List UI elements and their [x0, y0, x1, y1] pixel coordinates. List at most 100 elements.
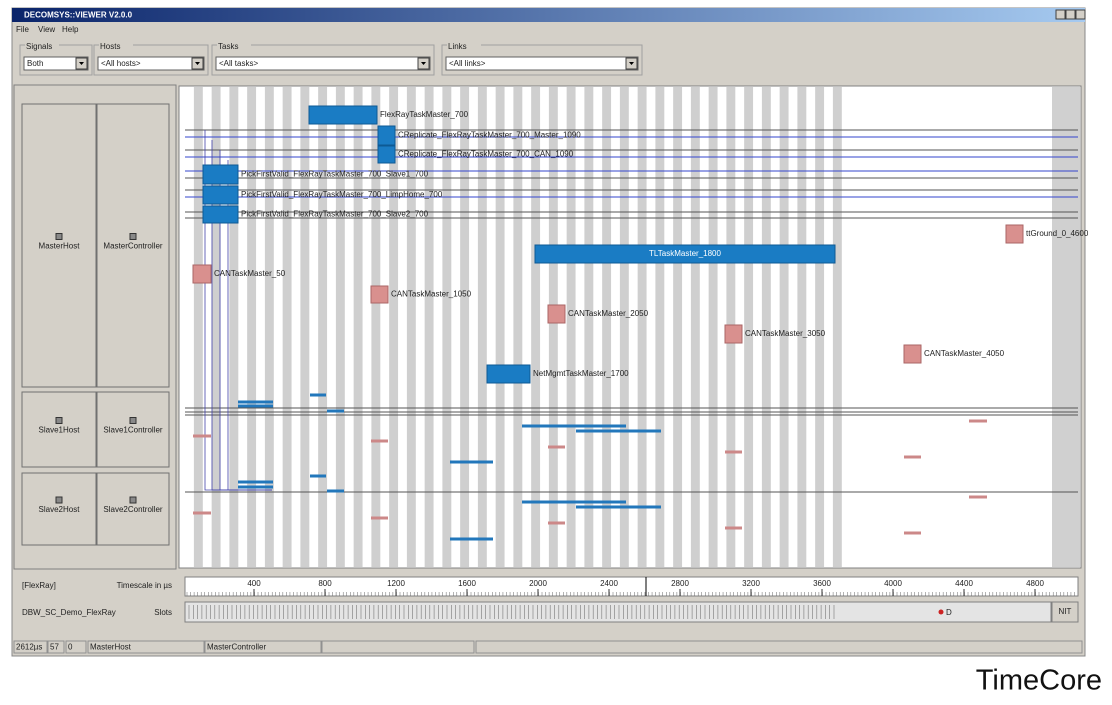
status-cell [13, 640, 48, 654]
activity-dash [548, 445, 565, 449]
task-block[interactable] [377, 145, 396, 164]
host-button[interactable] [21, 391, 97, 468]
task-block[interactable] [724, 324, 743, 344]
task-block[interactable] [903, 344, 922, 364]
window-button[interactable] [1055, 9, 1066, 20]
status-text: MasterController [207, 643, 266, 652]
filter-group [211, 44, 435, 76]
activity-dash [576, 505, 661, 509]
task-block[interactable] [308, 105, 378, 125]
activity-dash [969, 495, 987, 499]
activity-dash [371, 516, 388, 520]
status-cell [321, 640, 475, 654]
ruler-label: 3600 [813, 579, 831, 588]
combo-arrow [195, 62, 200, 65]
activity-dash [969, 419, 987, 423]
time-stripe [460, 87, 470, 567]
ruler-label: 3200 [742, 579, 760, 588]
time-stripe [690, 87, 700, 567]
host-button[interactable] [96, 391, 170, 468]
combo-box[interactable] [215, 56, 431, 71]
filter-label: Links [448, 42, 467, 51]
task-block[interactable] [202, 185, 239, 205]
channel-label: [FlexRay] [22, 581, 56, 590]
combo-value: <All tasks> [219, 59, 258, 68]
host-label: MasterHost [39, 242, 81, 251]
activity-dash [310, 393, 326, 397]
time-stripe [566, 87, 576, 567]
activity-dash [904, 531, 921, 535]
time-stripe [353, 87, 363, 567]
combo-arrow [629, 62, 634, 65]
combo-box[interactable] [23, 56, 89, 71]
host-label: Slave1Controller [103, 426, 162, 435]
window-button[interactable] [1075, 9, 1086, 20]
slot-marker [938, 609, 944, 615]
filter-label-bg [99, 44, 133, 48]
task-block[interactable] [202, 164, 239, 185]
menu-item[interactable]: File [16, 25, 29, 34]
ruler-label: 1600 [458, 579, 476, 588]
task-block[interactable] [486, 364, 531, 384]
time-stripe [424, 87, 434, 567]
task-block[interactable] [202, 205, 239, 224]
window-title: DECOMSYS::VIEWER V2.0.0 [24, 11, 133, 20]
task-block[interactable] [370, 285, 389, 304]
combo-box[interactable] [445, 56, 639, 71]
slots-bar [184, 601, 1052, 623]
ruler-label: 1200 [387, 579, 405, 588]
task-label: CANTaskMaster_2050 [568, 309, 649, 318]
activity-dash [238, 400, 273, 404]
combo-arrow [79, 62, 84, 65]
activity-dash [450, 460, 493, 464]
host-icon [55, 233, 63, 240]
window-button[interactable] [1065, 9, 1076, 20]
host-button[interactable] [21, 103, 97, 388]
status-cell [47, 640, 65, 654]
combo-arrow [421, 62, 426, 65]
time-stripe [513, 87, 523, 567]
activity-dash [522, 424, 626, 428]
slots-label: Slots [154, 608, 172, 617]
title-bar [12, 8, 1085, 22]
task-block[interactable] [1005, 224, 1024, 244]
task-block[interactable] [534, 244, 836, 264]
host-button[interactable] [96, 103, 170, 388]
task-label: PickFirstValid_FlexRayTaskMaster_700_Sla… [241, 210, 429, 219]
time-stripe [442, 87, 452, 567]
task-block[interactable] [377, 125, 396, 146]
combo-box[interactable] [97, 56, 205, 71]
cluster-label: DBW_SC_Demo_FlexRay [22, 608, 116, 617]
activity-dash [238, 480, 273, 484]
status-text: MasterHost [90, 643, 132, 652]
time-stripe [264, 87, 274, 567]
status-cell [87, 640, 205, 654]
menu-item[interactable]: Help [62, 25, 79, 34]
host-button[interactable] [21, 472, 97, 546]
time-stripe [832, 87, 842, 567]
ruler-label: 800 [318, 579, 332, 588]
task-label: PickFirstValid_FlexRayTaskMaster_700_Lim… [241, 190, 443, 199]
time-stripe [602, 87, 612, 567]
time-stripe [531, 87, 541, 567]
menu-item[interactable]: View [38, 25, 55, 34]
host-label: MasterController [103, 242, 162, 251]
task-block[interactable] [547, 304, 566, 324]
time-stripe [708, 87, 718, 567]
nit-label: NIT [1059, 607, 1072, 616]
activity-dash [193, 434, 211, 438]
status-text: 2612µs [16, 643, 42, 652]
activity-dash [310, 474, 326, 478]
time-stripe [761, 87, 771, 567]
filter-label: Signals [26, 42, 52, 51]
status-cell [204, 640, 322, 654]
task-label: CReplicate_FlexRayTaskMaster_700_CAN_109… [398, 150, 574, 159]
host-label: Slave2Host [39, 505, 81, 514]
ruler-label: 2400 [600, 579, 618, 588]
activity-dash [450, 537, 493, 541]
time-stripe [619, 87, 629, 567]
host-icon [129, 417, 137, 424]
host-button[interactable] [96, 472, 170, 546]
task-block[interactable] [192, 264, 212, 284]
